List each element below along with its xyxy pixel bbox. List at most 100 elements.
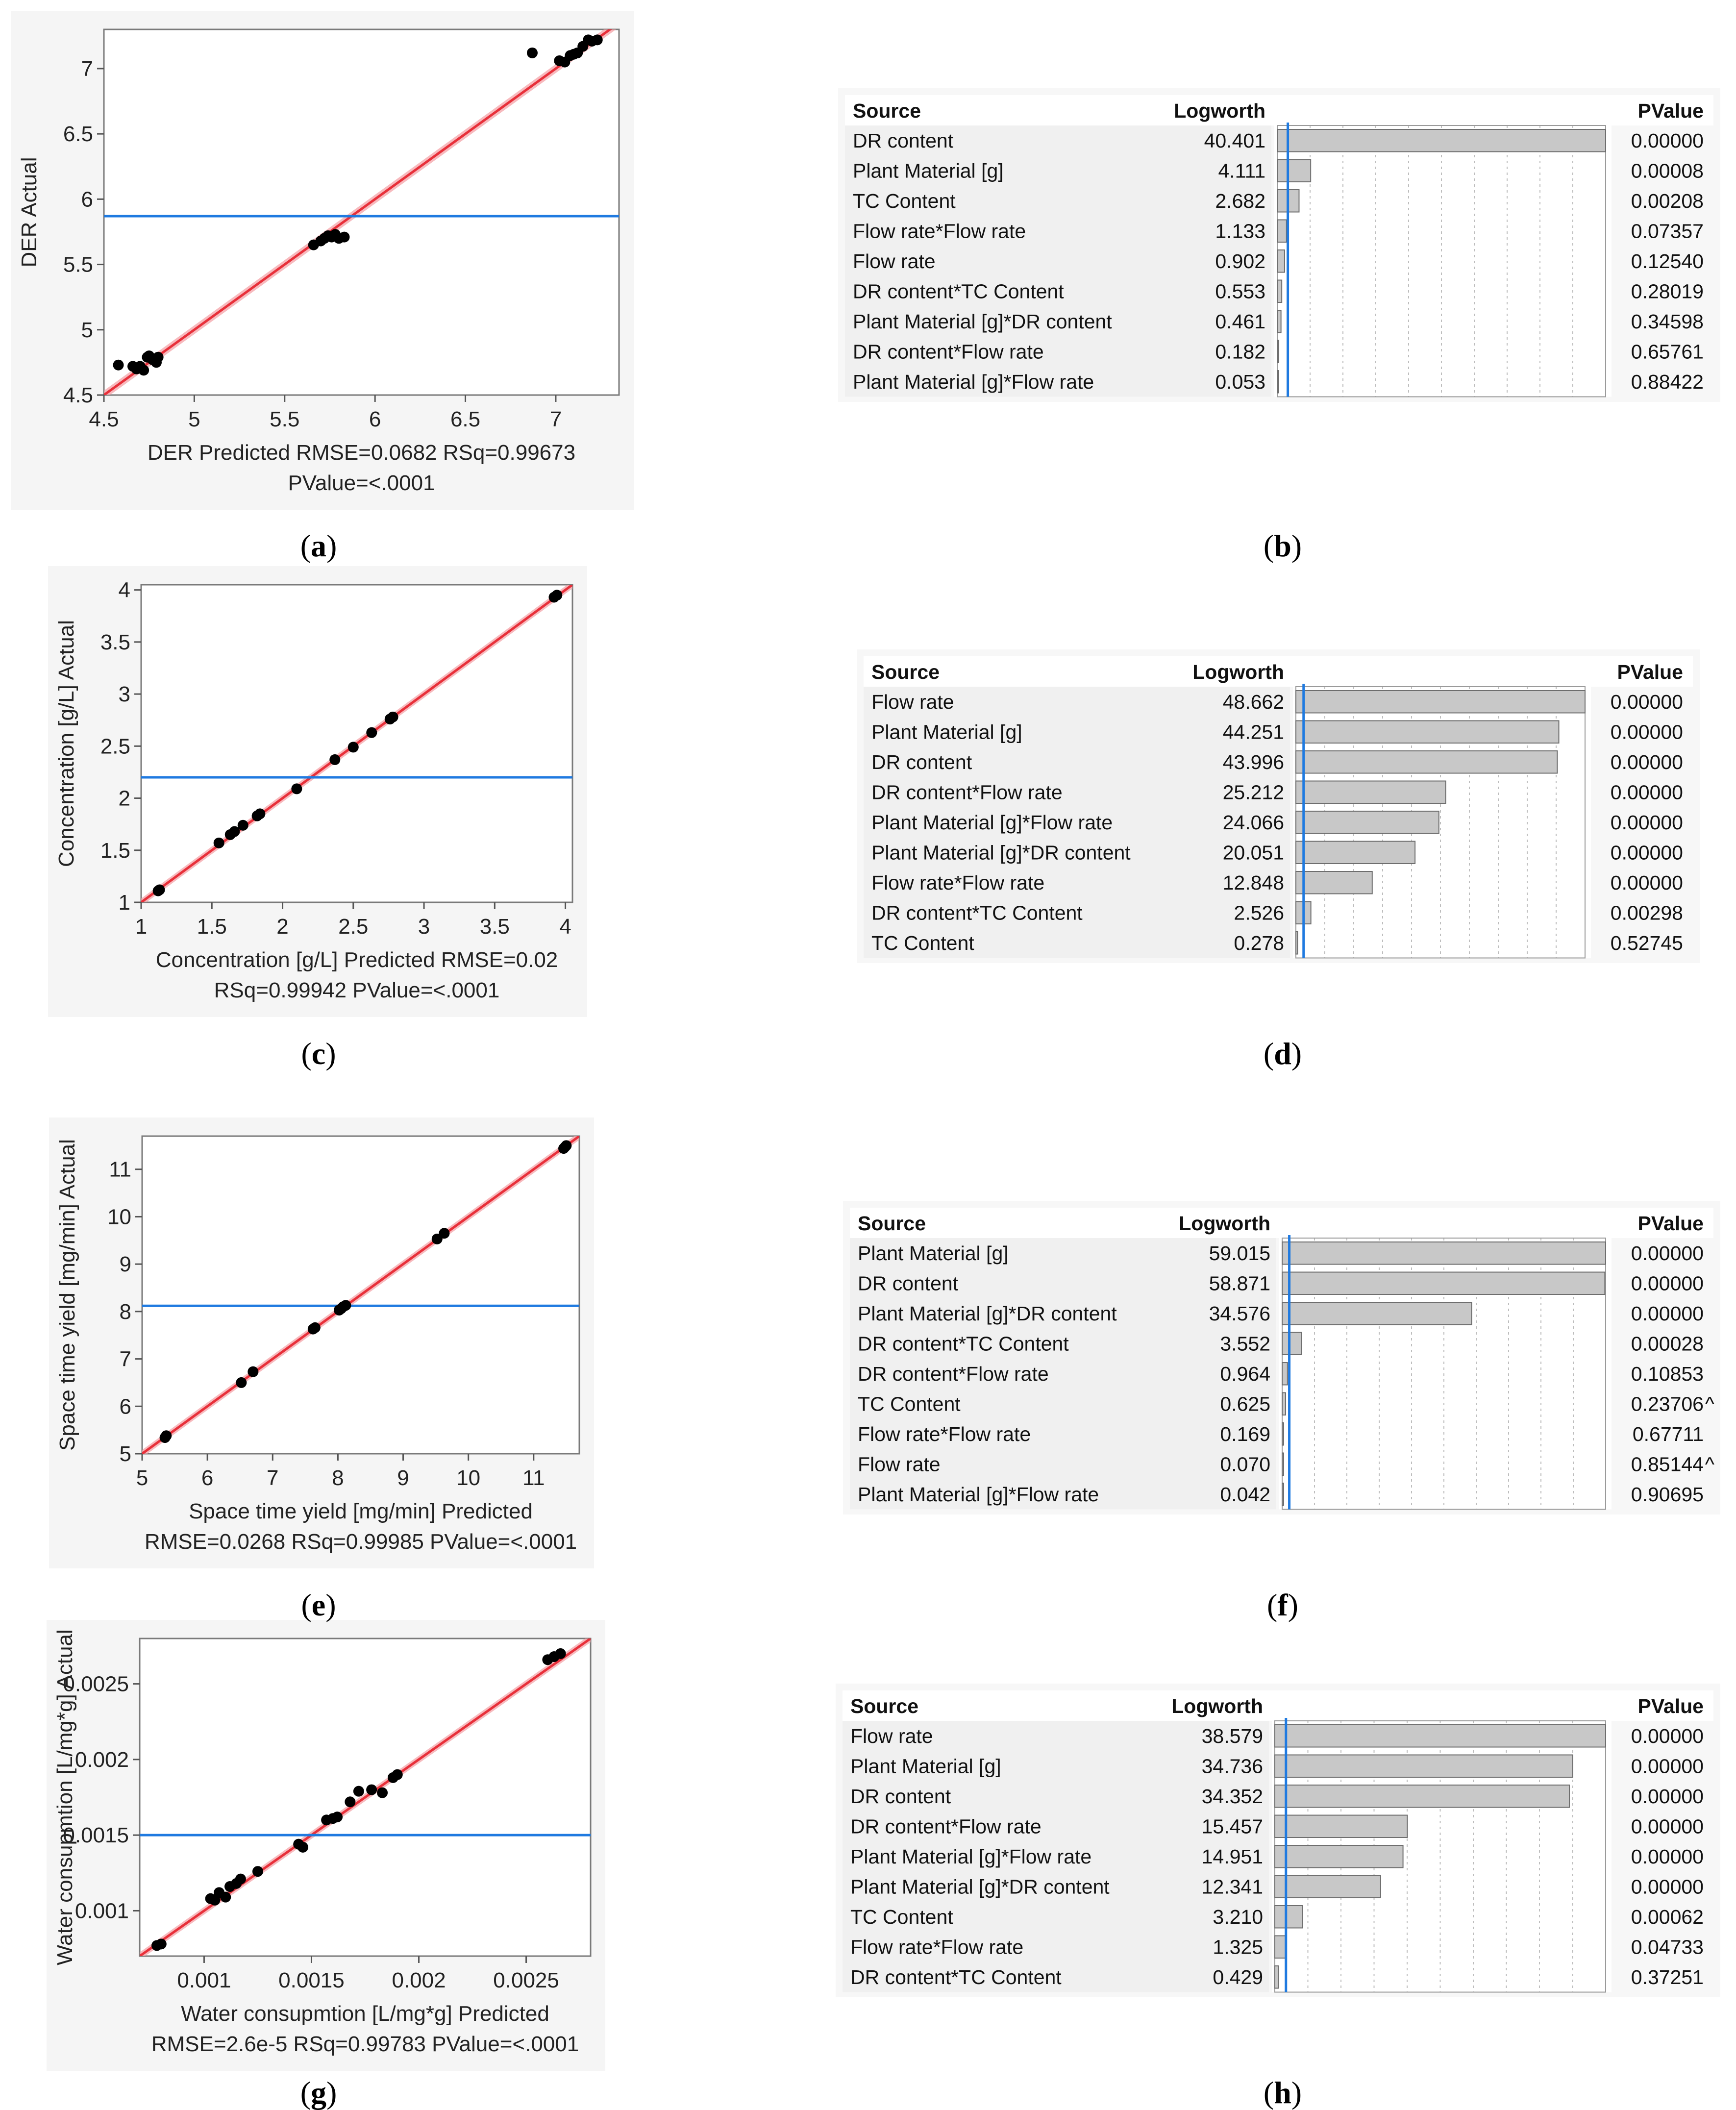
logworth-bar [1274, 1965, 1279, 1989]
x-tick-label: 3.5 [480, 915, 510, 939]
row-pvalue: 0.00000 [1611, 781, 1683, 803]
x-axis-label: RMSE=0.0268 RSq=0.99985 PValue=<.0001 [145, 1530, 577, 1554]
row-pvalue: 0.00000 [1631, 129, 1704, 152]
row-logworth: 0.042 [1220, 1483, 1270, 1506]
logworth-bar [1274, 1845, 1404, 1868]
logworth-bar [1277, 219, 1287, 243]
y-tick-label: 3.5 [100, 630, 130, 654]
data-point [236, 1377, 247, 1388]
row-pvalue: 0.00000 [1611, 751, 1683, 773]
row-source: Plant Material [g]*Flow rate [858, 1483, 1099, 1506]
y-tick-label: 5 [81, 318, 93, 342]
data-point [138, 365, 149, 376]
data-point [220, 1891, 231, 1903]
logworth-bar [1295, 931, 1298, 955]
x-tick-label: 10 [456, 1466, 480, 1490]
actual-vs-predicted-plot-a: 4.5 5 5.5 6 6.5 7 4.5 5 5.5 6 6.5 7 DER Predicted RM… [11, 11, 634, 510]
row-logworth: 0.169 [1220, 1423, 1270, 1445]
data-point [551, 590, 563, 601]
data-point [340, 1300, 351, 1311]
row-pvalue: 0.23706 [1631, 1392, 1704, 1415]
header-pvalue: PValue [1617, 661, 1683, 683]
plot-content [141, 585, 572, 902]
data-point [345, 1796, 356, 1808]
row-source: Flow rate [853, 250, 936, 273]
row-logworth: 34.352 [1202, 1785, 1263, 1808]
header-source: Source [858, 1212, 926, 1235]
row-logworth: 12.848 [1223, 871, 1284, 894]
data-point [154, 884, 165, 895]
header-pvalue: PValue [1638, 1212, 1704, 1235]
y-tick-label: 0.001 [75, 1899, 129, 1923]
data-point [439, 1228, 450, 1239]
row-logworth: 0.902 [1215, 250, 1265, 273]
logworth-bar [1274, 1875, 1381, 1898]
row-source: DR content*Flow rate [850, 1815, 1042, 1837]
source-column-bg [845, 125, 1271, 397]
panel-label-c: (c) [301, 1036, 336, 1071]
x-axis-label: PValue=<.0001 [288, 471, 435, 495]
row-source: Plant Material [g]*DR content [853, 310, 1112, 333]
row-logworth: 0.182 [1215, 340, 1265, 363]
x-axis-label: RSq=0.99942 PValue=<.0001 [214, 978, 500, 1002]
logworth-bar [1274, 1754, 1573, 1778]
data-point [592, 34, 603, 46]
row-source: TC Content [871, 932, 974, 954]
row-source: Flow rate*Flow rate [850, 1936, 1023, 1958]
logworth-bar [1282, 1271, 1606, 1295]
data-point [152, 351, 164, 363]
effect-summary-table-h: Source Logworth PValue Flow rate 38.579 0.000… [836, 1684, 1720, 1997]
data-point [229, 826, 240, 837]
row-source: Plant Material [g]*Flow rate [871, 811, 1113, 834]
row-logworth: 48.662 [1223, 691, 1284, 713]
data-point [561, 1140, 572, 1151]
data-point [113, 359, 124, 371]
row-logworth: 15.457 [1202, 1815, 1263, 1837]
row-source: Flow rate*Flow rate [853, 220, 1026, 242]
table-header-row [843, 1690, 1713, 1721]
x-tick-label: 4 [559, 915, 571, 939]
row-source: DR content*Flow rate [858, 1363, 1049, 1385]
row-source: DR content*Flow rate [853, 340, 1044, 363]
data-point [161, 1430, 172, 1441]
row-logworth: 1.133 [1215, 220, 1265, 242]
row-pvalue: 0.65761 [1631, 340, 1704, 363]
source-column-bg [864, 687, 1290, 958]
row-pvalue: 0.00008 [1631, 159, 1704, 182]
data-point [332, 1812, 343, 1823]
logworth-bar [1295, 871, 1373, 894]
y-tick-label: 4 [119, 578, 130, 602]
y-axis-label: Water consupmtion [L/mg*g] Actual [53, 1629, 77, 1965]
row-pvalue: 0.00000 [1611, 691, 1683, 713]
panel-label-b: (b) [1263, 528, 1302, 563]
y-axis-label: DER Actual [17, 157, 41, 268]
x-tick-label: 2 [276, 915, 288, 939]
y-tick-label: 3 [119, 682, 130, 706]
x-tick-label: 5 [188, 407, 200, 431]
header-logworth: Logworth [1171, 1695, 1263, 1717]
row-pvalue: 0.00000 [1631, 1302, 1704, 1325]
logworth-bar [1277, 159, 1312, 182]
row-source: Plant Material [g]*DR content [858, 1302, 1117, 1325]
row-pvalue: 0.00000 [1631, 1815, 1704, 1837]
actual-vs-predicted-plot-g: 0.001 0.0015 0.002 0.0025 0.001 0.0015 0.002 0.… [47, 1620, 605, 2071]
row-pvalue: 0.00000 [1631, 1845, 1704, 1868]
row-logworth: 0.429 [1213, 1966, 1263, 1988]
x-tick-label: 0.001 [177, 1968, 231, 1992]
data-point [339, 231, 350, 243]
panel-label-d: (d) [1263, 1036, 1302, 1071]
data-point [347, 742, 359, 753]
row-pvalue: 0.00298 [1611, 901, 1683, 924]
row-source: Plant Material [g] [850, 1755, 1001, 1777]
x-tick-label: 6 [201, 1466, 213, 1490]
row-pvalue: 0.00000 [1611, 871, 1683, 894]
row-pvalue: 0.88422 [1631, 371, 1704, 393]
y-tick-label: 9 [120, 1252, 131, 1276]
row-logworth: 12.341 [1202, 1875, 1263, 1898]
row-source: Flow rate [858, 1453, 941, 1475]
row-logworth: 20.051 [1223, 841, 1284, 864]
logworth-bar [1295, 690, 1586, 714]
x-tick-label: 5 [136, 1466, 148, 1490]
row-logworth: 0.553 [1215, 280, 1265, 302]
row-source: Plant Material [g]*DR content [871, 841, 1131, 864]
